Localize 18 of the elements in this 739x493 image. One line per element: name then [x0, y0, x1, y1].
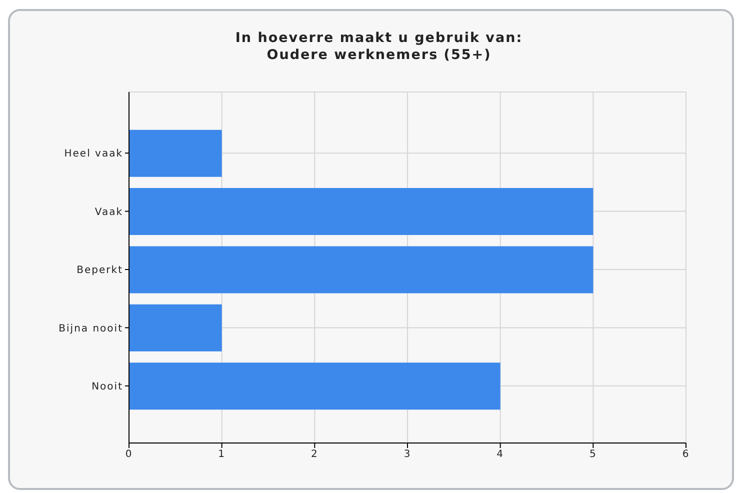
x-tick-label: 2 — [310, 449, 318, 460]
bar — [129, 304, 222, 352]
x-tick-label: 4 — [496, 449, 504, 460]
x-tick-label: 1 — [218, 449, 226, 460]
x-tick-label: 5 — [589, 449, 597, 460]
x-tick-label: 6 — [682, 449, 690, 460]
bar — [129, 246, 594, 294]
x-tick-label: 3 — [404, 449, 412, 460]
y-tick-label: Bijna nooit — [58, 323, 123, 334]
chart-title: In hoeverre maakt u gebruik van: Oudere werknemers (55+) — [234, 30, 524, 64]
y-tick-label: Heel vaak — [64, 148, 123, 160]
bar — [129, 130, 222, 177]
y-tick-label: Vaak — [94, 206, 123, 218]
y-tick-label: Beperkt — [76, 265, 123, 276]
x-tick-label: 0 — [125, 449, 133, 460]
bar — [129, 188, 594, 236]
bar — [129, 362, 500, 410]
y-tick-label: Nooit — [92, 381, 123, 392]
